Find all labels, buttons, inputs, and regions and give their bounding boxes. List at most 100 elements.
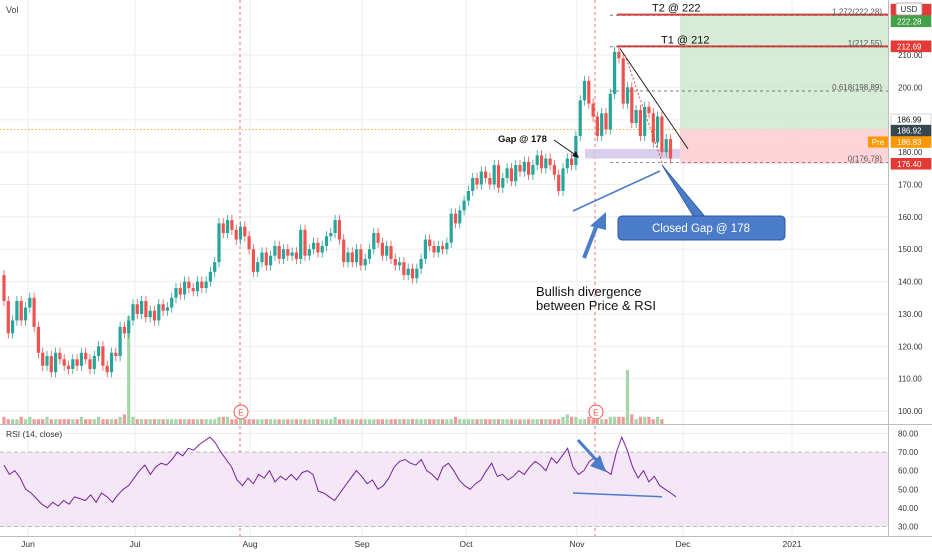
gap-pointer bbox=[553, 139, 578, 157]
volume-bar bbox=[337, 419, 341, 424]
volume-bar bbox=[71, 419, 75, 424]
candle-body bbox=[105, 365, 109, 373]
volume-bar bbox=[651, 419, 655, 424]
candle-body bbox=[522, 161, 526, 172]
gap-zone bbox=[585, 148, 680, 159]
time-axis[interactable]: Jun Jul Aug Sep Oct Nov Dec 2021 bbox=[21, 539, 802, 549]
candle-body bbox=[402, 262, 406, 276]
volume-bar bbox=[62, 419, 66, 424]
volume-bar bbox=[634, 419, 638, 424]
volume-bar bbox=[114, 419, 118, 424]
candle-body bbox=[256, 262, 260, 272]
volume-bar bbox=[514, 419, 518, 424]
volume-bar bbox=[32, 419, 36, 424]
price-label-text: 222.28 bbox=[897, 17, 922, 26]
price-tick-label: 160.00 bbox=[898, 213, 923, 222]
candle-body bbox=[462, 200, 466, 211]
candle-body bbox=[415, 268, 419, 279]
volume-bar bbox=[406, 419, 410, 424]
candle-body bbox=[148, 310, 152, 318]
candle-body bbox=[514, 165, 518, 182]
candle-body bbox=[643, 106, 647, 136]
volume-bar bbox=[415, 419, 419, 424]
candle-body bbox=[428, 239, 432, 246]
volume-bar bbox=[350, 419, 354, 424]
gap-label: Gap @ 178 bbox=[498, 134, 547, 145]
pre-tag-label: Pre bbox=[872, 138, 885, 147]
candle-body bbox=[281, 249, 286, 259]
volume-bar bbox=[505, 419, 509, 424]
volume-bar bbox=[587, 416, 591, 424]
candle-body bbox=[92, 356, 96, 369]
volume-bar bbox=[342, 419, 346, 424]
volume-bar bbox=[58, 419, 62, 424]
candle-body bbox=[385, 245, 389, 256]
price-axis[interactable]: 100.00 110.00 120.00 130.00 140.00 150.00 160.… bbox=[868, 3, 932, 532]
volume-bar bbox=[617, 416, 621, 424]
candle-body bbox=[505, 168, 509, 179]
candle-body bbox=[165, 307, 169, 311]
candle-body bbox=[41, 352, 45, 366]
rsi-arrow-head bbox=[590, 455, 606, 472]
volume-bar bbox=[256, 419, 260, 424]
volume-bar bbox=[419, 419, 423, 424]
volume-bar bbox=[170, 419, 174, 424]
volume-bar bbox=[398, 419, 402, 424]
volume-spike-1 bbox=[625, 370, 630, 424]
volume-bar bbox=[441, 419, 445, 424]
time-tick-label: Jun bbox=[21, 539, 35, 549]
candle-body bbox=[226, 220, 230, 234]
candle-body bbox=[449, 213, 453, 243]
volume-bar bbox=[402, 419, 406, 424]
candle-body bbox=[432, 245, 436, 253]
currency-badge[interactable] bbox=[895, 2, 923, 16]
candle-body bbox=[557, 174, 561, 191]
candle-body bbox=[342, 239, 346, 263]
volume-bar bbox=[19, 416, 23, 424]
candle-body bbox=[187, 281, 191, 289]
volume-bar bbox=[656, 416, 660, 424]
candle-body bbox=[294, 252, 298, 259]
candle-body bbox=[355, 249, 359, 263]
price-tick-label: 120.00 bbox=[898, 342, 923, 351]
volume-bar bbox=[462, 419, 466, 424]
currency-label: USD bbox=[901, 5, 918, 14]
volume-bar bbox=[161, 419, 165, 424]
volume-bar bbox=[238, 419, 243, 424]
volume-bar bbox=[329, 419, 333, 424]
volume-bar bbox=[264, 419, 268, 424]
candle-body bbox=[621, 58, 625, 104]
volume-bar bbox=[54, 419, 58, 424]
volume-bar bbox=[23, 419, 28, 424]
volume-bar bbox=[531, 419, 535, 424]
candle-body bbox=[234, 229, 238, 240]
candle-body bbox=[183, 281, 187, 295]
volume-bar bbox=[613, 416, 617, 424]
volume-bar bbox=[140, 419, 144, 424]
earnings-marker-1 bbox=[588, 404, 604, 420]
volume-bar bbox=[183, 419, 187, 424]
volume-bar bbox=[273, 419, 277, 424]
time-tick-label: 2021 bbox=[783, 539, 802, 549]
candle-body bbox=[54, 352, 58, 373]
volume-bar bbox=[307, 419, 311, 424]
volume-bar bbox=[234, 419, 238, 424]
candle-body bbox=[204, 281, 208, 289]
candle-body bbox=[509, 168, 513, 182]
candle-body bbox=[398, 262, 402, 266]
candle-body bbox=[299, 229, 303, 259]
volume-bar bbox=[393, 419, 397, 424]
rsi-panel bbox=[0, 435, 888, 527]
volume-bar bbox=[2, 416, 6, 424]
candle-body bbox=[535, 155, 539, 166]
volume-bar bbox=[367, 419, 372, 424]
volume-bar bbox=[479, 419, 483, 424]
rsi-divergence-line bbox=[572, 492, 663, 498]
candle-body bbox=[243, 226, 247, 237]
volume-bar bbox=[105, 419, 109, 424]
candle-body bbox=[144, 301, 148, 318]
volume-bar bbox=[509, 419, 513, 424]
volume-bar bbox=[372, 419, 376, 424]
fib-label-0: 1.272(222.28) bbox=[832, 7, 882, 16]
